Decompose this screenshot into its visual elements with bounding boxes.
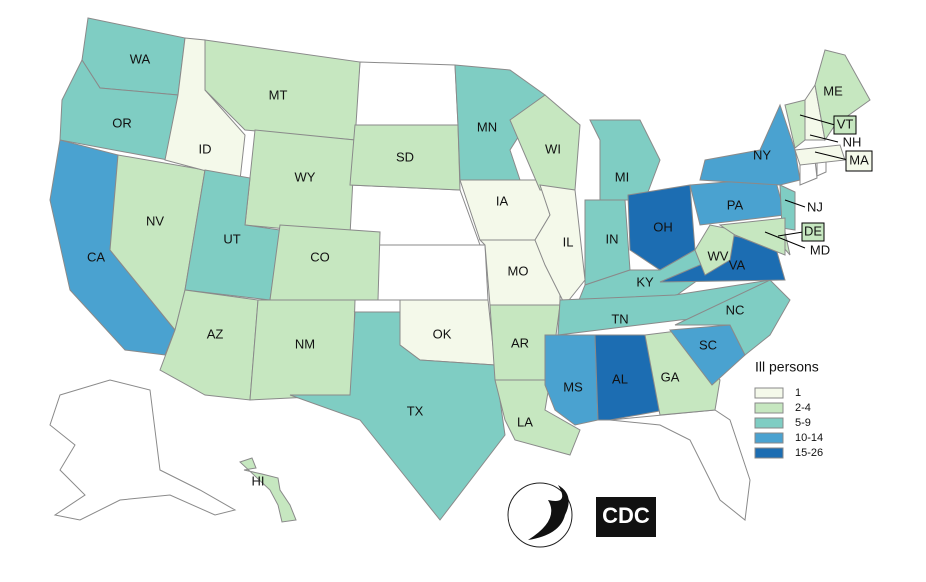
legend-label: 5-9 xyxy=(795,417,811,429)
hhs-logo xyxy=(507,482,573,548)
state-label: NM xyxy=(295,336,315,351)
state-label: HI xyxy=(252,473,265,488)
state-label: WI xyxy=(545,141,561,156)
state-label: MN xyxy=(477,119,497,134)
state-label: DE xyxy=(804,223,822,238)
state-label: VT xyxy=(837,116,854,131)
state-label: AL xyxy=(612,371,628,386)
state-shape xyxy=(609,409,751,521)
state-label: UT xyxy=(223,231,240,246)
states xyxy=(49,17,871,523)
state-label: LA xyxy=(517,414,533,429)
state-labels: WA OR CA NV ID MT WY UT CO AZ NM SD OK TX MN IA MO AR LA WI… xyxy=(87,51,869,488)
state-shape xyxy=(814,49,871,142)
state-label: WV xyxy=(708,248,729,263)
legend-label: 2-4 xyxy=(795,402,811,414)
state-label: NJ xyxy=(807,199,823,214)
legend-label: 10-14 xyxy=(795,432,823,444)
state-label: OH xyxy=(653,219,673,234)
state-label: MD xyxy=(810,242,830,257)
legend-swatch xyxy=(754,402,784,414)
state-label: NC xyxy=(726,302,745,317)
state-shape xyxy=(269,224,381,301)
state-shape xyxy=(509,94,581,191)
state-shape xyxy=(694,224,736,276)
state-label: KY xyxy=(636,274,654,289)
state-label: NY xyxy=(753,147,771,162)
state-shape xyxy=(354,61,459,126)
state-label: OK xyxy=(433,326,452,341)
state-label: CO xyxy=(310,249,330,264)
legend-label: 15-26 xyxy=(795,447,823,459)
state-label: SC xyxy=(699,337,717,352)
state-label: OR xyxy=(112,115,132,130)
state-shape xyxy=(239,457,297,523)
state-label: VA xyxy=(729,257,746,272)
state-label: WA xyxy=(130,51,151,66)
state-label: MT xyxy=(269,87,288,102)
state-label: AR xyxy=(511,335,529,350)
state-label: WY xyxy=(295,169,316,184)
legend-swatch xyxy=(754,387,784,399)
state-label: MI xyxy=(615,169,629,184)
state-shape xyxy=(349,124,461,191)
state-label: CA xyxy=(87,249,105,264)
state-label: IN xyxy=(606,231,619,246)
state-label: AZ xyxy=(207,326,224,341)
state-shape xyxy=(718,217,786,256)
state-label: MS xyxy=(563,379,583,394)
state-label: SD xyxy=(396,149,414,164)
state-shape xyxy=(289,311,506,521)
alaska-shape xyxy=(49,379,237,521)
state-label: IA xyxy=(496,193,509,208)
state-label: GA xyxy=(661,369,680,384)
state-shape xyxy=(589,119,661,201)
state-label: PA xyxy=(727,197,744,212)
state-label: ID xyxy=(199,141,212,156)
callouts xyxy=(764,114,873,249)
state-shape xyxy=(794,144,846,166)
cdc-logo: CDC xyxy=(596,497,656,537)
state-shape xyxy=(594,334,666,421)
legend-swatch xyxy=(754,417,784,429)
state-shape xyxy=(377,244,489,301)
state-label: ME xyxy=(823,83,843,98)
state-label: NV xyxy=(146,213,164,228)
state-label: NH xyxy=(843,134,862,149)
state-label: MO xyxy=(508,263,529,278)
state-label: TN xyxy=(611,311,628,326)
legend-label: 1 xyxy=(795,387,801,399)
state-shape xyxy=(454,64,546,181)
legend-swatch xyxy=(754,432,784,444)
state-label: MA xyxy=(849,152,869,167)
state-label: TX xyxy=(407,403,424,418)
state-shape xyxy=(534,184,586,306)
legend-swatch xyxy=(754,447,784,459)
state-shape xyxy=(699,103,801,186)
legend-title: Ill persons xyxy=(755,359,819,375)
legend: Ill persons 1 2-4 5-9 10-14 15-26 xyxy=(754,359,823,459)
logo-text: CDC xyxy=(602,503,650,528)
state-label: IL xyxy=(563,234,574,249)
